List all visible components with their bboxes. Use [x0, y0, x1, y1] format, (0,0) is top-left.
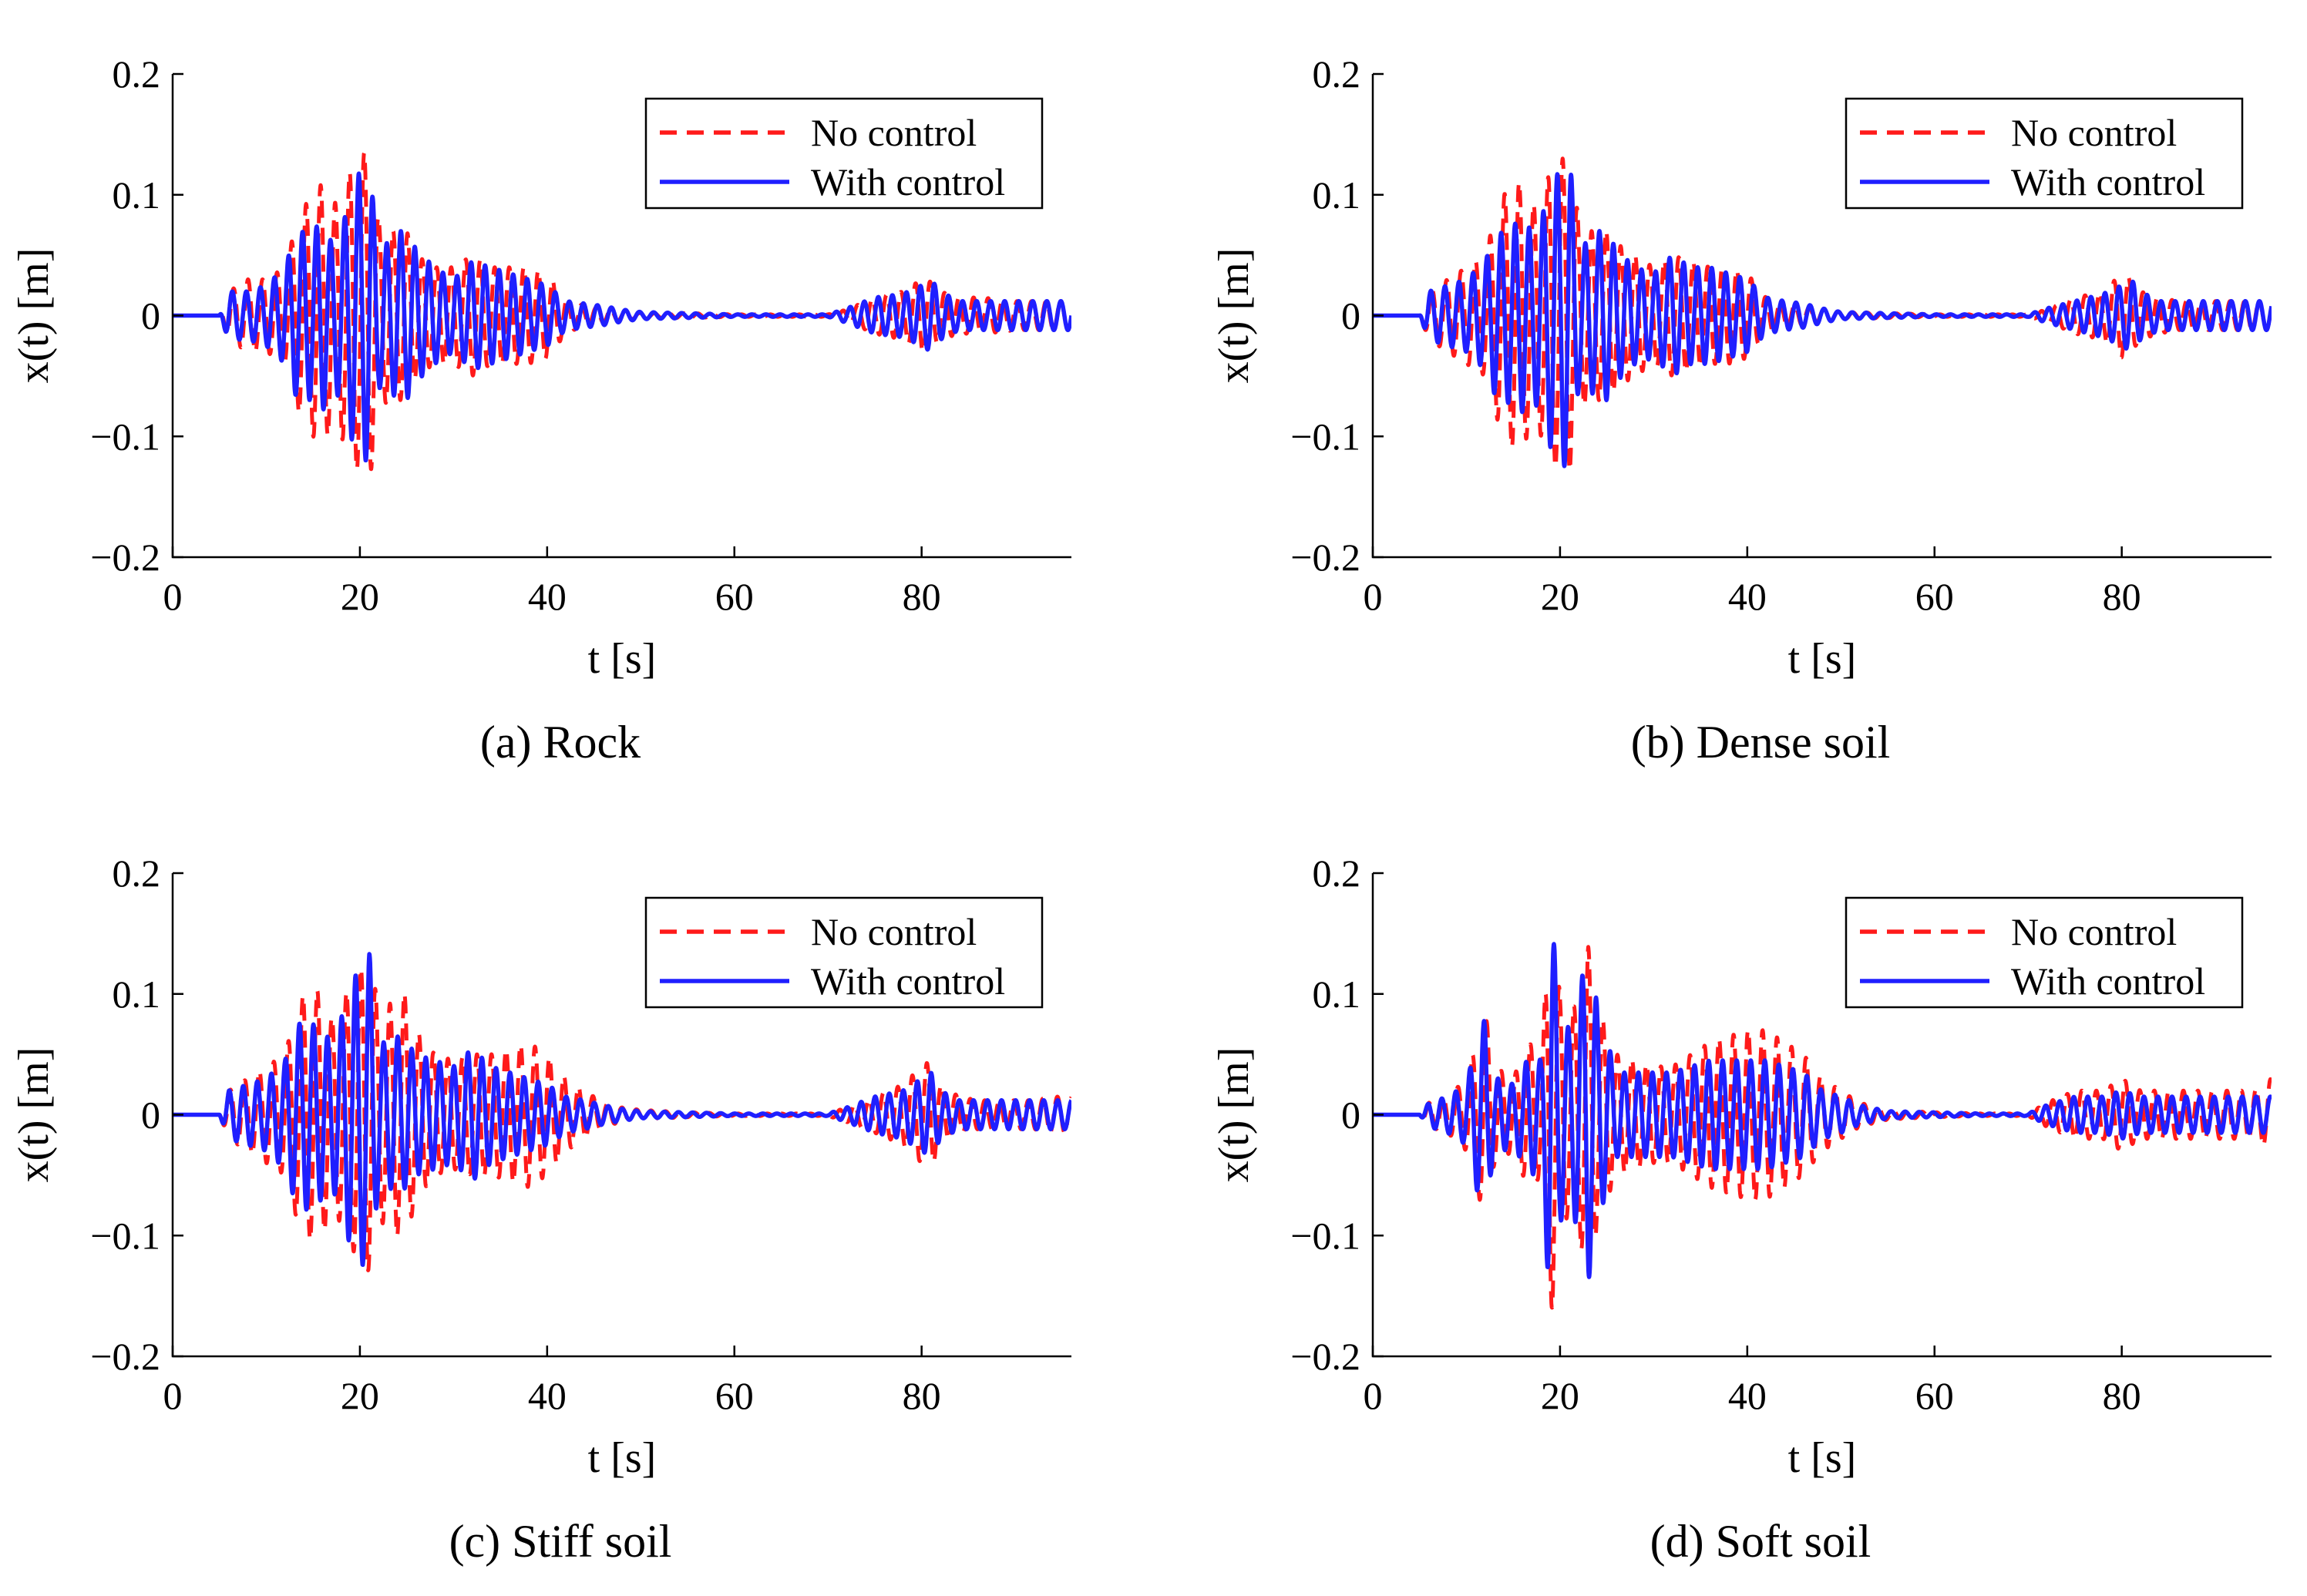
y-tick-label: 0.1 — [113, 173, 161, 217]
legend-label: With control — [811, 959, 1005, 1003]
y-tick-label: 0.2 — [113, 852, 161, 895]
series-line-with-control — [1373, 942, 2272, 1279]
x-tick-label: 0 — [163, 1374, 183, 1417]
x-tick-label: 0 — [1364, 1374, 1383, 1417]
plot-area — [1373, 156, 2272, 472]
x-tick-label: 60 — [1915, 575, 1954, 618]
plot-area — [173, 952, 1071, 1272]
panel-2: 0.20.10−0.1−0.20 20 40 60 80t [s]x(t) [m](c)… — [10, 852, 1071, 1567]
y-tick-label: −0.2 — [1290, 1335, 1360, 1378]
legend-box — [644, 896, 1044, 1009]
x-tick-label: 40 — [1728, 1374, 1767, 1417]
y-tick-label: −0.1 — [1290, 1214, 1360, 1257]
legend: No control With control — [644, 896, 1044, 1009]
y-tick-label: −0.1 — [90, 1214, 160, 1257]
x-tick-label: 60 — [715, 575, 754, 618]
series-line-with-control — [1373, 172, 2272, 469]
y-tick-label: 0.2 — [113, 52, 161, 96]
legend: No control With control — [1845, 896, 2244, 1009]
y-tick-label: −0.2 — [90, 1335, 160, 1378]
x-tick-label: 80 — [903, 1374, 941, 1417]
legend: No control With control — [644, 97, 1044, 210]
x-tick-label: 80 — [2103, 575, 2141, 618]
panel-caption: (a) Rock — [480, 717, 641, 768]
legend-label: No control — [811, 111, 977, 154]
y-tick-label: 0.1 — [1313, 173, 1361, 217]
y-tick-label: −0.1 — [90, 415, 160, 458]
x-tick-label: 60 — [1915, 1374, 1954, 1417]
legend-box — [1845, 896, 2244, 1009]
x-tick-label: 80 — [903, 575, 941, 618]
legend-box — [644, 97, 1044, 210]
panel-1: 0.20.10−0.1−0.20 20 40 60 80t [s]x(t) [m](b)… — [1210, 52, 2272, 768]
x-tick-label: 80 — [2103, 1374, 2141, 1417]
legend: No control With control — [1845, 97, 2244, 210]
x-tick-label: 40 — [528, 1374, 567, 1417]
x-tick-label: 0 — [1364, 575, 1383, 618]
legend-box — [1845, 97, 2244, 210]
x-axis-label: t [s] — [588, 1434, 657, 1482]
y-axis-label: x(t) [m] — [10, 1047, 58, 1183]
plot-area — [173, 151, 1071, 472]
y-tick-label: 0 — [1341, 294, 1360, 338]
y-axis-label: x(t) [m] — [1210, 248, 1258, 384]
y-tick-label: 0.1 — [113, 973, 161, 1016]
legend-label: No control — [2011, 111, 2177, 154]
series-line-with-control — [173, 952, 1071, 1268]
series-line-no-control — [1373, 945, 2272, 1310]
panel-caption: (d) Soft soil — [1650, 1516, 1871, 1567]
series-line-with-control — [173, 171, 1071, 462]
x-tick-label: 40 — [1728, 575, 1767, 618]
panel-3: 0.20.10−0.1−0.20 20 40 60 80t [s]x(t) [m](d)… — [1210, 852, 2272, 1567]
y-tick-label: 0 — [141, 294, 160, 338]
legend-label: With control — [2011, 160, 2205, 203]
y-tick-label: −0.2 — [1290, 536, 1360, 579]
y-tick-label: 0 — [1341, 1094, 1360, 1137]
x-axis-label: t [s] — [1788, 1434, 1857, 1482]
legend-label: With control — [811, 160, 1005, 203]
x-tick-label: 20 — [341, 1374, 379, 1417]
y-tick-label: 0.2 — [1313, 52, 1361, 96]
x-axis-label: t [s] — [588, 635, 657, 683]
x-tick-label: 0 — [163, 575, 183, 618]
legend-label: No control — [2011, 910, 2177, 953]
x-tick-label: 40 — [528, 575, 567, 618]
y-axis-label: x(t) [m] — [10, 248, 58, 384]
y-tick-label: −0.2 — [90, 536, 160, 579]
x-axis-label: t [s] — [1788, 635, 1857, 683]
y-axis-label: x(t) [m] — [1210, 1047, 1258, 1183]
y-tick-label: 0.1 — [1313, 973, 1361, 1016]
x-tick-label: 20 — [341, 575, 379, 618]
legend-label: With control — [2011, 959, 2205, 1003]
legend-label: No control — [811, 910, 977, 953]
panel-caption: (b) Dense soil — [1631, 717, 1891, 768]
panel-0: 0.20.10−0.1−0.20 20 40 60 80t [s]x(t) [m](a)… — [10, 52, 1071, 768]
x-tick-label: 20 — [1541, 1374, 1579, 1417]
x-tick-label: 20 — [1541, 575, 1579, 618]
panel-caption: (c) Stiff soil — [449, 1516, 672, 1567]
y-tick-label: 0 — [141, 1094, 160, 1137]
x-tick-label: 60 — [715, 1374, 754, 1417]
y-tick-label: 0.2 — [1313, 852, 1361, 895]
plot-area — [1373, 942, 2272, 1310]
y-tick-label: −0.1 — [1290, 415, 1360, 458]
